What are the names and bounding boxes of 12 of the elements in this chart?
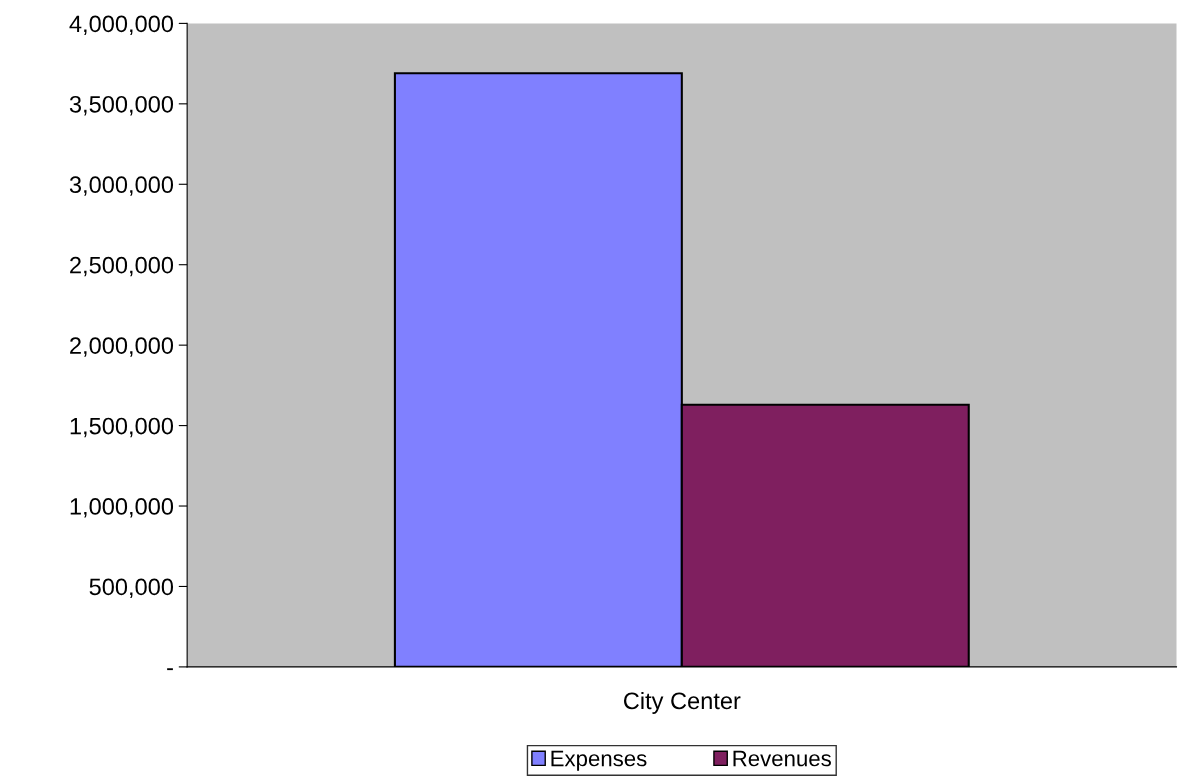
y-tick-label: 4,000,000 bbox=[69, 15, 174, 35]
y-tick-label: 1,000,000 bbox=[70, 498, 174, 518]
y-tick-label: 500,000 bbox=[89, 578, 174, 599]
legend-label: Revenues bbox=[733, 750, 831, 767]
legend-label: Expenses bbox=[551, 750, 647, 771]
y-tick-label: 2,000,000 bbox=[70, 337, 174, 357]
y-tick-label: 3,000,000 bbox=[69, 176, 174, 196]
y-tick-label: 3,500,000 bbox=[69, 95, 174, 116]
y-tick-label: 2,500,000 bbox=[70, 256, 174, 277]
x-tick-label: City Center bbox=[623, 691, 741, 714]
y-tick-label: - bbox=[167, 668, 173, 671]
y-tick-label: 1,500,000 bbox=[70, 417, 174, 438]
